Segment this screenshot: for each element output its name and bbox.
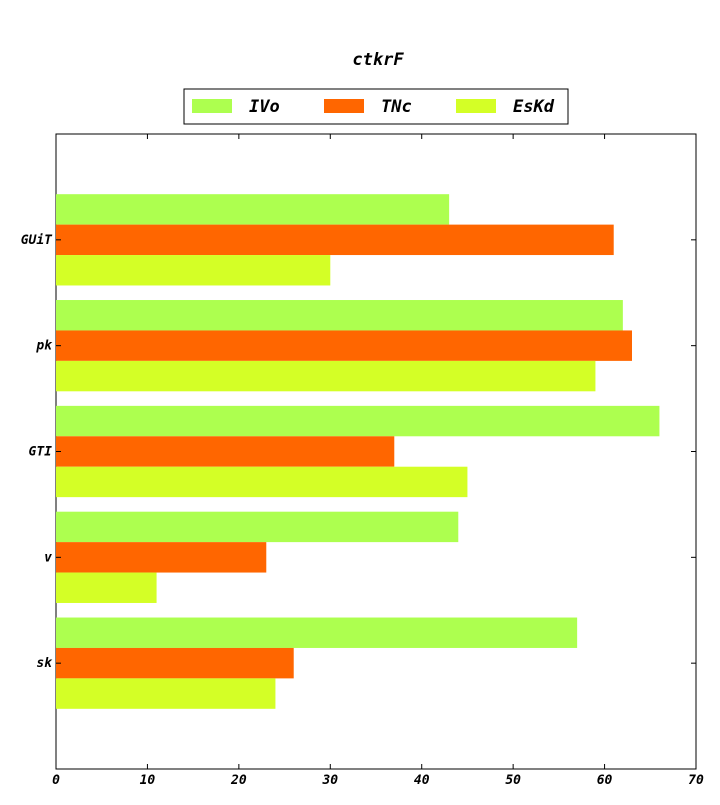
bar-EsKd-v — [56, 572, 157, 603]
bar-EsKd-GTI — [56, 466, 468, 498]
y-tick-label: GUiT — [21, 233, 53, 248]
x-tick-label: 70 — [688, 773, 704, 788]
x-tick-label: 10 — [140, 773, 156, 788]
legend-label-IVo: IVo — [249, 97, 280, 117]
x-tick-label: 40 — [414, 773, 430, 788]
y-axis: GUiT pk GTI v sk — [21, 233, 696, 671]
bar-EsKd-sk — [56, 678, 276, 709]
bar-EsKd-pk — [56, 360, 596, 392]
bar-IVo-sk — [56, 617, 578, 648]
bar-TNc-GTI — [56, 436, 395, 467]
chart-title: ctkrF — [352, 50, 404, 70]
bars-group — [56, 194, 660, 709]
y-tick-label: GTI — [29, 445, 53, 460]
bar-IVo-GUiT — [56, 194, 450, 225]
bar-IVo-pk — [56, 300, 623, 331]
chart-legend: IVo TNc EsKd — [183, 88, 569, 125]
x-axis: 0 10 20 30 40 50 60 70 — [52, 134, 704, 788]
legend-swatch-TNc — [324, 99, 364, 113]
legend-label-TNc: TNc — [381, 97, 412, 117]
y-tick-label: v — [44, 550, 52, 565]
x-tick-label: 20 — [230, 773, 247, 788]
bar-TNc-GUiT — [56, 224, 614, 256]
bar-EsKd-GUiT — [56, 255, 331, 286]
bar-TNc-v — [56, 542, 267, 573]
legend-label-EsKd: EsKd — [513, 97, 555, 117]
bar-IVo-GTI — [56, 405, 660, 437]
y-tick-label: pk — [35, 339, 53, 354]
legend-swatch-EsKd — [456, 99, 496, 113]
bar-IVo-v — [56, 511, 459, 543]
legend-box — [183, 88, 569, 125]
legend-swatch-IVo — [192, 99, 232, 113]
y-tick-label: sk — [36, 656, 53, 671]
x-tick-label: 30 — [321, 773, 338, 788]
x-tick-label: 60 — [597, 773, 613, 788]
bar-TNc-pk — [56, 330, 632, 361]
bar-TNc-sk — [56, 647, 294, 679]
x-tick-label: 50 — [505, 773, 521, 788]
x-tick-label: 0 — [52, 773, 60, 788]
